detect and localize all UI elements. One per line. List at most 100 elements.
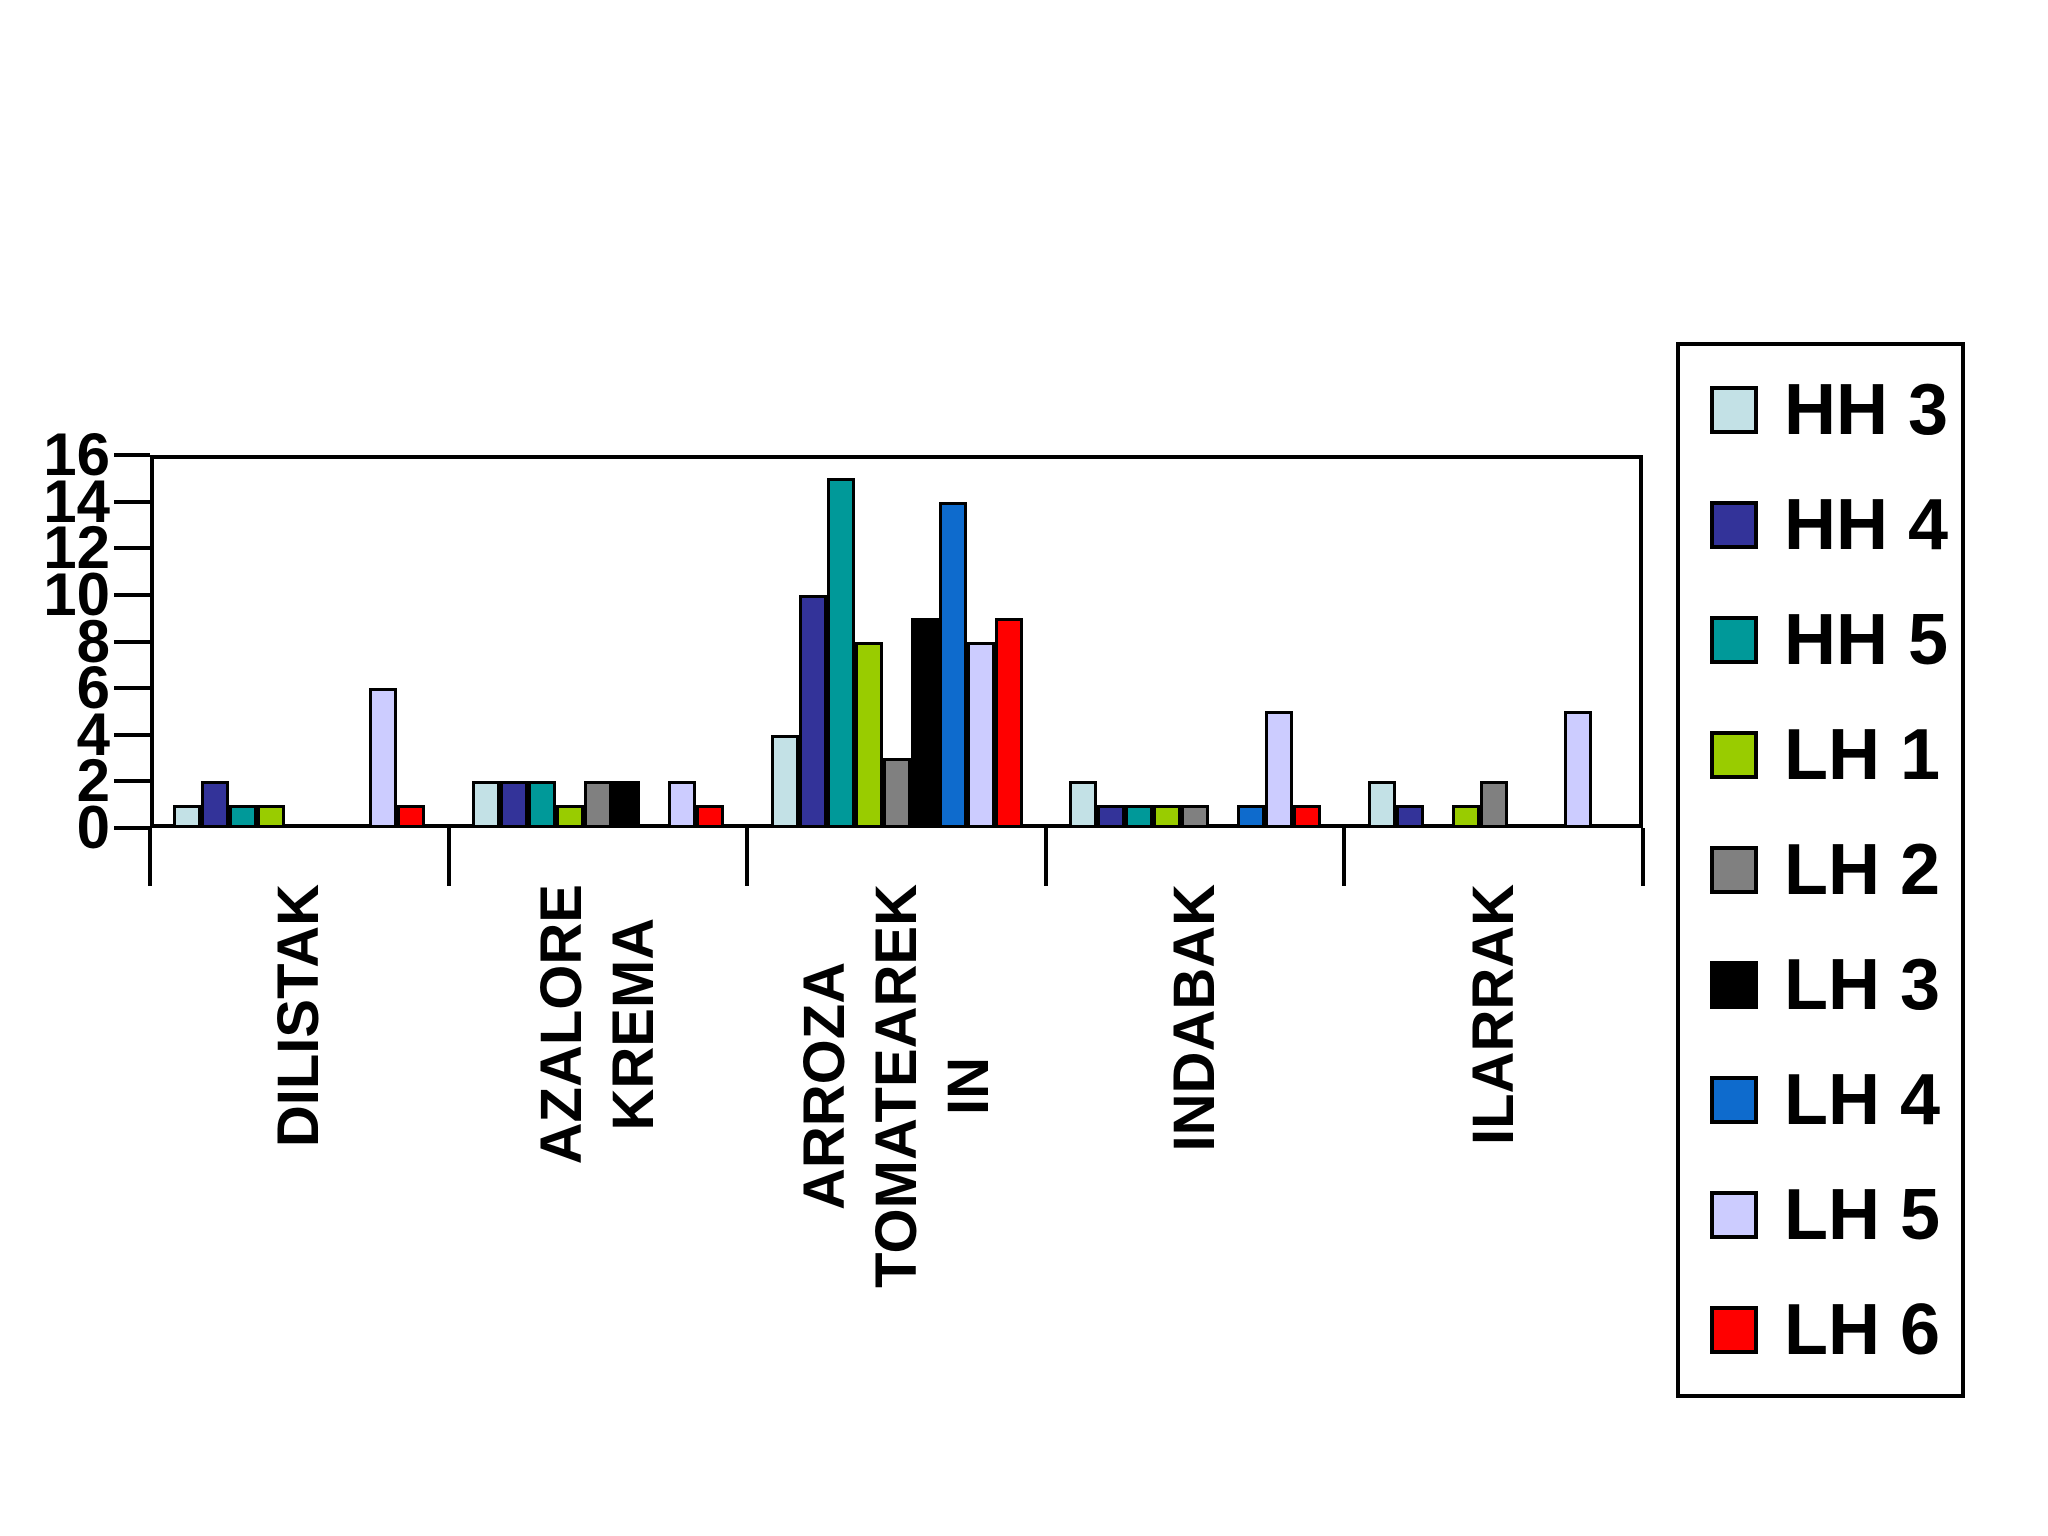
bar (369, 688, 398, 828)
y-axis-tick-label: 2 (76, 747, 110, 815)
bar (1097, 804, 1126, 828)
x-axis-category-label-text: INDABAK (1159, 884, 1231, 1151)
legend-swatch (1710, 846, 1758, 894)
legend-swatch (1710, 386, 1758, 434)
y-axis-tick (114, 546, 150, 551)
bar (1395, 804, 1424, 828)
bar (527, 781, 556, 828)
bar (201, 781, 230, 828)
bar (695, 804, 724, 828)
bar (1069, 781, 1098, 828)
bar (1125, 804, 1154, 828)
legend-label: LH 3 (1784, 945, 1941, 1025)
x-axis-tick (1342, 828, 1347, 886)
bar (583, 781, 612, 828)
bar (770, 734, 799, 828)
bar (938, 501, 967, 828)
x-axis-category-label-text: ARROZA TOMATEAREK IN (789, 884, 1005, 1288)
x-axis-tick (148, 828, 152, 886)
x-axis-category-label-line: TOMATEAREK (863, 884, 929, 1288)
y-axis-tick (114, 732, 150, 737)
y-axis-tick-label: 12 (43, 514, 110, 582)
y-axis-tick-label: 16 (43, 421, 110, 488)
bar (1265, 711, 1294, 828)
bar (966, 641, 995, 828)
y-axis-tick (114, 499, 150, 504)
y-axis-tick-label: 4 (76, 700, 110, 768)
bar (882, 758, 911, 828)
legend-item: LH 4 (1710, 1064, 1961, 1136)
bar (611, 781, 640, 828)
legend-label: LH 1 (1784, 715, 1941, 795)
y-axis-tick-label: 10 (43, 560, 110, 628)
legend-item: HH 5 (1710, 604, 1961, 676)
bar (1293, 804, 1322, 828)
x-axis-category-label-line: ILARRAK (1460, 884, 1526, 1145)
bar (1367, 781, 1396, 828)
legend-label: HH 5 (1784, 600, 1949, 680)
legend-swatch (1710, 616, 1758, 664)
x-axis-category-label-line: INDABAK (1162, 884, 1228, 1152)
bar (471, 781, 500, 828)
x-axis-category-label-line: DILISTAK (266, 884, 332, 1148)
bar (173, 804, 202, 828)
y-axis-tick-label: 8 (76, 607, 110, 675)
x-axis-tick (1043, 828, 1048, 886)
legend-label: HH 3 (1784, 370, 1949, 450)
x-axis-category-label-line: AZALORE (528, 884, 594, 1165)
y-axis-tick (114, 453, 150, 457)
y-axis-tick (114, 826, 150, 830)
x-axis-category-label-text: AZALORE KREMA (526, 884, 670, 1164)
legend-label: LH 6 (1784, 1290, 1941, 1370)
legend-item: LH 5 (1710, 1179, 1961, 1251)
legend: HH 3 HH 4 HH 5 LH 1 LH 2 LH 3 LH 4 LH 5 LH 6 (1676, 342, 1965, 1398)
y-axis-tick-label: 0 (76, 794, 110, 861)
legend-label: LH 4 (1784, 1060, 1941, 1140)
legend-swatch (1710, 1306, 1758, 1354)
y-axis-tick (114, 686, 150, 691)
legend-item: LH 3 (1710, 949, 1961, 1021)
y-axis-tick (114, 592, 150, 597)
legend-item: LH 1 (1710, 719, 1961, 791)
y-axis-tick-label: 6 (76, 654, 110, 722)
bar (1451, 804, 1480, 828)
legend-item: LH 6 (1710, 1294, 1961, 1366)
bar (397, 804, 426, 828)
bar (910, 618, 939, 828)
legend-label: LH 2 (1784, 830, 1941, 910)
bar (798, 594, 827, 828)
y-axis-tick (114, 639, 150, 644)
bar (555, 804, 584, 828)
y-axis-tick-label: 14 (43, 467, 110, 535)
bar (1153, 804, 1182, 828)
x-axis-category-label-line: KREMA (600, 917, 666, 1131)
bar (229, 804, 258, 828)
x-axis-tick (745, 828, 750, 886)
legend-swatch (1710, 1191, 1758, 1239)
legend-label: HH 4 (1784, 485, 1949, 565)
y-axis-tick (114, 779, 150, 784)
bar (1563, 711, 1592, 828)
bar (499, 781, 528, 828)
bar (826, 478, 855, 828)
bar (854, 641, 883, 828)
legend-item: HH 4 (1710, 489, 1961, 561)
bar (667, 781, 696, 828)
bar (257, 804, 286, 828)
x-axis-category-label-line: ARROZA (791, 961, 857, 1210)
bar (994, 618, 1023, 828)
bar (1181, 804, 1210, 828)
legend-swatch (1710, 1076, 1758, 1124)
x-axis-tick (1641, 828, 1645, 886)
x-axis-tick (446, 828, 451, 886)
x-axis-category-label-text: DILISTAK (263, 884, 335, 1147)
x-axis-category-label-line: IN (935, 1056, 1001, 1115)
bar (1479, 781, 1508, 828)
legend-swatch (1710, 731, 1758, 779)
legend-swatch (1710, 961, 1758, 1009)
x-axis-category-label-text: ILARRAK (1458, 884, 1530, 1145)
legend-swatch (1710, 501, 1758, 549)
legend-label: LH 5 (1784, 1175, 1941, 1255)
legend-item: LH 2 (1710, 834, 1961, 906)
